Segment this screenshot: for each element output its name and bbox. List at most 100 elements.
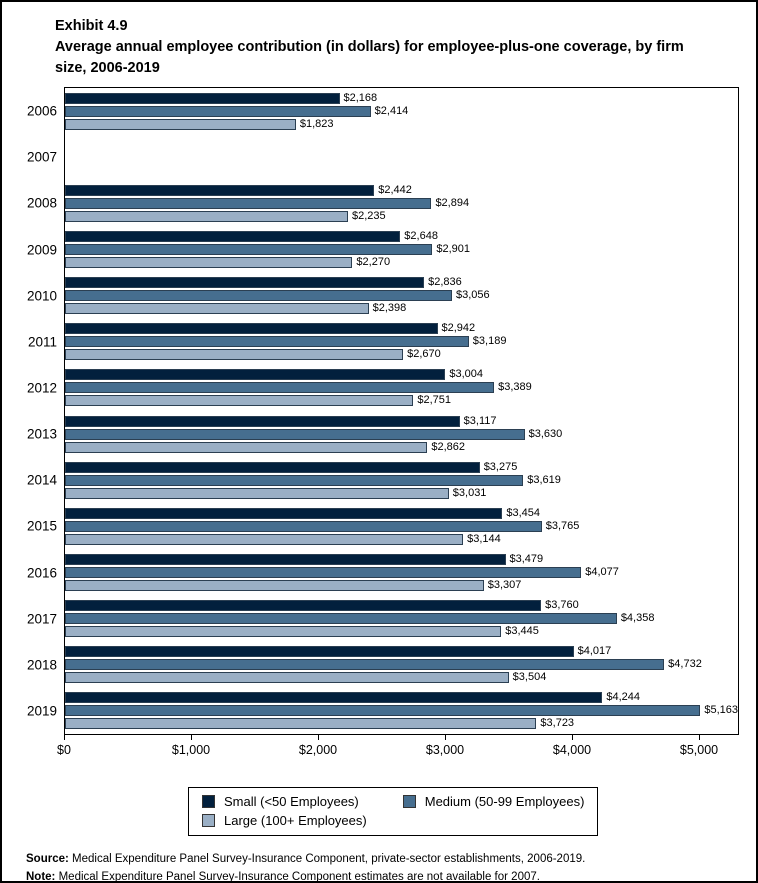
y-tick-label: 2006 [26,103,57,119]
bar-small-2013 [65,415,460,427]
bar-medium-2013 [65,428,525,440]
x-axis: $0 $1,000 $2,000 $3,000 $4,000 $5,000 [57,735,739,773]
bar-value-label: $3,056 [455,289,490,302]
x-tick [444,735,446,741]
bar-medium-2015 [65,520,542,532]
y-tick-label: 2010 [26,288,57,304]
y-tick-label: 2015 [26,518,57,534]
x-tick-label: $0 [57,743,71,758]
x-tick [698,735,700,741]
bar-value-label: $2,836 [428,276,462,289]
bar-medium-2011 [65,336,469,348]
page-title: Average annual employee contribution (in… [55,39,684,77]
bar-large-2006 [65,118,296,130]
bar-small-2009 [65,231,401,243]
x-tick-label: $2,000 [298,743,338,758]
legend-label-medium: Medium (50-99 Employees) [424,794,585,810]
bar-large-2012 [65,395,414,407]
year-row-2018: 2018 $4,017 $4,732 $3,504 [27,642,738,688]
bar-value-label: $3,765 [545,519,580,532]
bar-medium-2010 [65,290,452,302]
legend-label-large: Large (100+ Employees) [224,813,367,829]
bar-large-2019 [65,718,537,730]
bar-value-label: $2,235 [352,209,386,222]
bar-value-label: $3,275 [483,460,518,473]
legend-item-medium: Medium (50-99 Employees) [402,794,585,810]
source-line: Source: Medical Expenditure Panel Survey… [26,851,736,869]
year-row-2012: 2012 $3,004 $3,389 $2,751 [27,365,738,411]
bar-medium-2014 [65,474,524,486]
bar-value-label: $4,244 [606,691,641,704]
large-swatch-icon [202,814,215,828]
y-tick-label: 2014 [26,472,57,488]
year-row-2015: 2015 $3,454 $3,765 $3,144 [27,503,738,549]
x-tick [571,735,573,741]
exhibit-number: Exhibit 4.9 [55,18,128,34]
bar-value-label: $3,445 [505,625,539,638]
bar-value-label: $3,189 [472,335,507,348]
bar-small-2011 [65,323,438,335]
x-tick [190,735,192,741]
note-label: Note: [26,870,56,883]
bar-medium-2012 [65,382,495,394]
legend: Small (<50 Employees) Medium (50-99 Empl… [188,787,599,837]
bar-large-2018 [65,672,509,684]
source-label: Source: [26,853,69,866]
bar-value-label: $2,670 [407,348,441,361]
bar-value-label: $3,760 [545,599,579,612]
y-tick-label: 2007 [26,149,57,165]
bar-medium-2016 [65,567,582,579]
y-tick-label: 2011 [27,334,57,350]
bar-large-2010 [65,303,369,315]
y-tick-label: 2018 [26,657,57,673]
plot-area: 2006 $2,168 $2,414 $1,823 2007 2008 $2,442 $2,8… [27,87,739,736]
bar-large-2013 [65,441,428,453]
y-tick-label: 2017 [26,611,57,627]
bar-large-2008 [65,210,348,222]
x-tick-label: $3,000 [425,743,465,758]
legend-item-small: Small (<50 Employees) [202,794,367,809]
bar-small-2019 [65,692,603,704]
bar-small-2008 [65,184,375,196]
year-row-2008: 2008 $2,442 $2,894 $2,235 [27,180,738,226]
bar-value-label: $3,504 [512,671,547,684]
bar-value-label: $2,901 [436,243,470,256]
x-tick [64,735,65,741]
medium-swatch-icon [402,795,416,809]
bar-value-label: $4,732 [668,658,702,671]
year-row-2006: 2006 $2,168 $2,414 $1,823 [27,88,738,134]
x-tick [317,735,319,741]
bar-large-2011 [65,349,404,361]
bar-value-label: $3,723 [540,717,575,730]
bar-value-label: $3,389 [498,381,532,394]
bar-small-2010 [65,277,425,289]
year-row-2014: 2014 $3,275 $3,619 $3,031 [27,457,738,503]
bar-medium-2018 [65,659,665,671]
note-line: Note: Medical Expenditure Panel Survey-I… [26,869,736,883]
footer: Source: Medical Expenditure Panel Survey… [26,851,736,883]
bar-value-label: $2,442 [378,183,412,196]
bar-small-2017 [65,600,542,612]
bar-chart: 2006 $2,168 $2,414 $1,823 2007 2008 $2,442 $2,8… [2,87,756,773]
bar-small-2015 [65,507,503,519]
bar-value-label: $2,894 [435,196,470,209]
bar-value-label: $3,031 [452,486,487,499]
x-tick-label: $5,000 [679,743,719,758]
bar-value-label: $5,163 [704,704,738,717]
bar-large-2015 [65,533,464,545]
year-row-2019: 2019 $4,244 $5,163 $3,723 [27,688,738,734]
bar-large-2009 [65,257,353,269]
bar-medium-2019 [65,705,701,717]
bar-small-2018 [65,646,574,658]
year-row-2009: 2009 $2,648 $2,901 $2,270 [27,226,738,272]
bar-small-2006 [65,92,340,104]
year-row-2013: 2013 $3,117 $3,630 $2,862 [27,411,738,457]
bar-value-label: $4,077 [585,566,619,579]
bar-value-label: $2,398 [372,302,407,315]
bar-medium-2009 [65,244,433,256]
legend-label-small: Small (<50 Employees) [224,794,359,810]
chart-header: Exhibit 4.9 Average annual employee cont… [2,2,756,79]
bar-value-label: $3,307 [487,579,522,592]
bar-value-label: $3,117 [463,414,497,427]
bar-large-2014 [65,487,449,499]
